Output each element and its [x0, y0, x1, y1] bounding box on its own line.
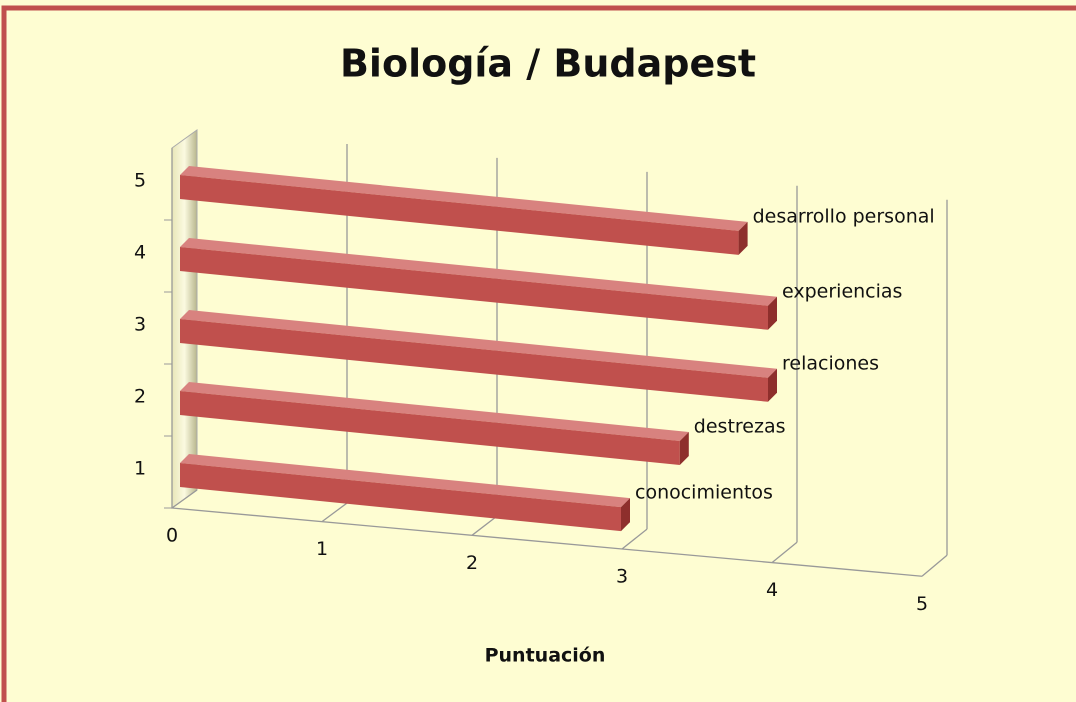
- x-tick-label: 0: [166, 525, 178, 547]
- bar: [180, 175, 739, 255]
- x-floor-line: [471, 515, 498, 536]
- data-label: conocimientos: [635, 482, 773, 504]
- x-floor-line: [321, 502, 348, 523]
- x-tick-label: 4: [766, 579, 778, 601]
- x-floor-line: [771, 541, 798, 564]
- x-tick-label: 5: [916, 593, 928, 615]
- bar-top: [180, 166, 748, 231]
- bar-top: [180, 310, 777, 378]
- x-tick-label: 3: [616, 565, 628, 587]
- data-label: relaciones: [782, 352, 879, 374]
- frame: [1, 5, 1076, 702]
- data-label: destrezas: [694, 415, 786, 437]
- y-tick-label: 1: [134, 458, 146, 480]
- x-tick-label: 2: [466, 552, 478, 574]
- chart-title: Biología / Budapest: [340, 42, 756, 86]
- x-floor-line: [171, 489, 198, 509]
- x-axis: [171, 507, 923, 577]
- y-tick-label: 3: [134, 314, 146, 336]
- bar-top: [180, 454, 630, 508]
- x-axis-label: Puntuación: [485, 645, 606, 667]
- bar: [180, 391, 680, 465]
- bar-side: [621, 498, 630, 532]
- bar-side: [768, 368, 777, 402]
- y-tick-label: 5: [134, 170, 146, 192]
- bar-side: [768, 296, 777, 330]
- bar: [180, 319, 768, 402]
- data-label: experiencias: [782, 280, 902, 302]
- data-label: desarrollo personal: [753, 205, 935, 227]
- bar: [180, 247, 768, 330]
- bar-side: [679, 431, 689, 465]
- x-tick-label: 1: [316, 538, 328, 560]
- y-tick-label: 4: [134, 242, 146, 264]
- bar: [180, 463, 621, 532]
- x-floor-line: [621, 528, 648, 550]
- x-floor-line: [921, 554, 948, 577]
- bar-top: [180, 238, 777, 306]
- bar-side: [738, 221, 748, 255]
- y-tick-label: 2: [134, 386, 146, 408]
- bar-top: [180, 382, 689, 441]
